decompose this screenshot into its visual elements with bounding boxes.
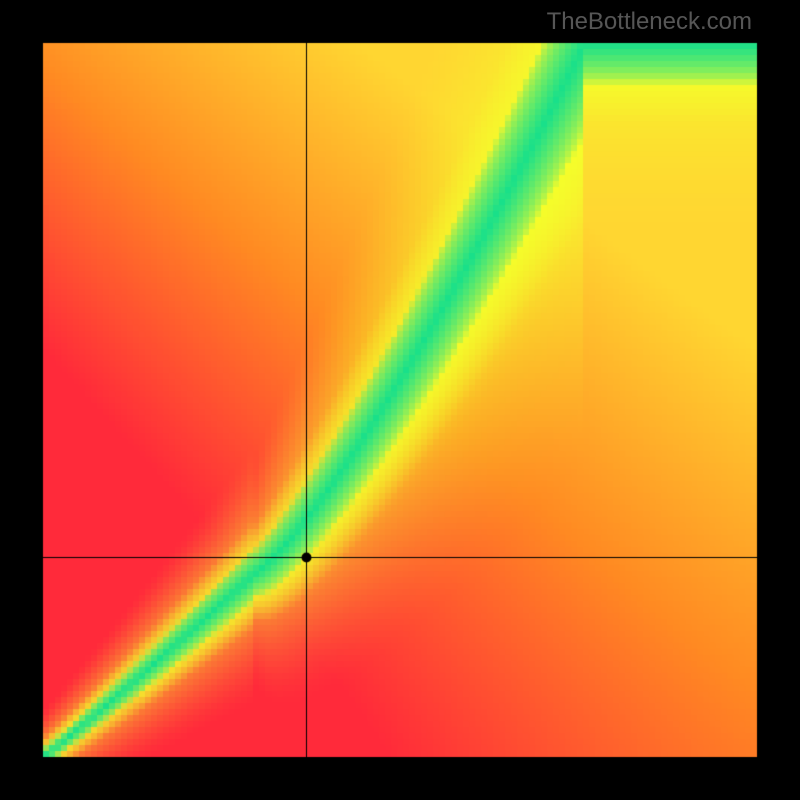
bottleneck-heatmap [0, 0, 800, 800]
chart-container: TheBottleneck.com [0, 0, 800, 800]
watermark-text: TheBottleneck.com [547, 8, 752, 36]
